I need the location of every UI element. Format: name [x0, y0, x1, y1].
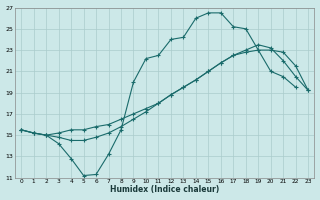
X-axis label: Humidex (Indice chaleur): Humidex (Indice chaleur) — [110, 185, 219, 194]
